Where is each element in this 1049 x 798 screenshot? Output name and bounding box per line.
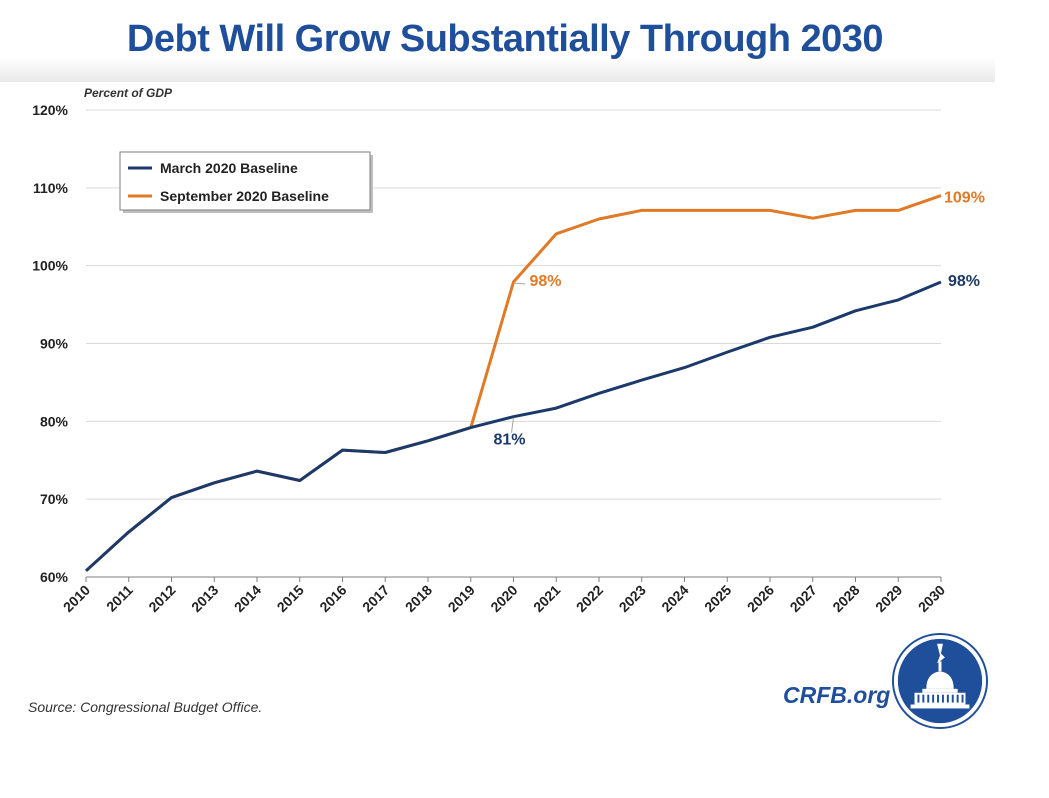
data-labels: 98% 81% 109% 98%	[493, 190, 984, 449]
legend: March 2020 Baseline September 2020 Baseli…	[119, 151, 373, 213]
legend-box	[119, 151, 371, 211]
x-tick-label: 2023	[616, 582, 649, 615]
source-note: Source: Congressional Budget Office.	[28, 699, 263, 715]
x-tick-label: 2011	[103, 582, 136, 615]
y-tick-label: 70%	[40, 491, 69, 507]
data-label: 81%	[493, 432, 525, 449]
x-tick-label: 2020	[487, 582, 520, 615]
capitol-seal-icon	[891, 632, 989, 730]
x-tick-label: 2027	[787, 582, 820, 615]
data-label: 109%	[944, 190, 985, 207]
x-tick-label: 2017	[359, 582, 392, 615]
x-tick-label: 2016	[316, 582, 349, 615]
title-band	[0, 0, 995, 82]
x-tick-label: 2013	[188, 582, 221, 615]
legend-entry: March 2020 Baseline	[160, 160, 298, 176]
x-tick-label: 2026	[744, 582, 777, 615]
x-tick-label: 2024	[658, 582, 691, 615]
data-label-leader	[513, 282, 526, 285]
x-tick-label: 2010	[60, 582, 93, 615]
data-label: 98%	[948, 273, 980, 290]
y-tick-label: 100%	[32, 258, 68, 274]
data-label: 98%	[530, 273, 562, 290]
x-tick-label: 2018	[402, 582, 435, 615]
y-tick-label: 80%	[40, 413, 69, 429]
y-axis-label: Percent of GDP	[84, 86, 173, 100]
brand-link[interactable]: CRFB.org	[783, 682, 891, 708]
y-tick-label: 90%	[40, 336, 69, 352]
x-tick-label: 2012	[145, 582, 178, 615]
x-tick-label: 2021	[530, 582, 563, 615]
series-line-march	[84, 280, 942, 572]
x-tick-label: 2014	[231, 582, 264, 615]
legend-entry: September 2020 Baseline	[160, 188, 329, 204]
y-tick-label: 60%	[40, 569, 69, 585]
x-tick-label: 2019	[445, 582, 478, 615]
chart-title: Debt Will Grow Substantially Through 203…	[126, 18, 884, 60]
data-label-leader	[511, 417, 514, 433]
x-tick-label: 2029	[872, 582, 905, 615]
x-tick-label: 2025	[701, 582, 734, 615]
y-tick-label: 120%	[32, 102, 68, 118]
x-tick-label: 2028	[829, 582, 862, 615]
x-tick-label: 2015	[274, 582, 307, 615]
series-lines	[84, 194, 942, 572]
x-tick-label: 2022	[573, 582, 606, 615]
series-line-september	[84, 194, 942, 572]
y-tick-label: 110%	[33, 180, 69, 196]
x-tick-label: 2030	[915, 582, 948, 615]
